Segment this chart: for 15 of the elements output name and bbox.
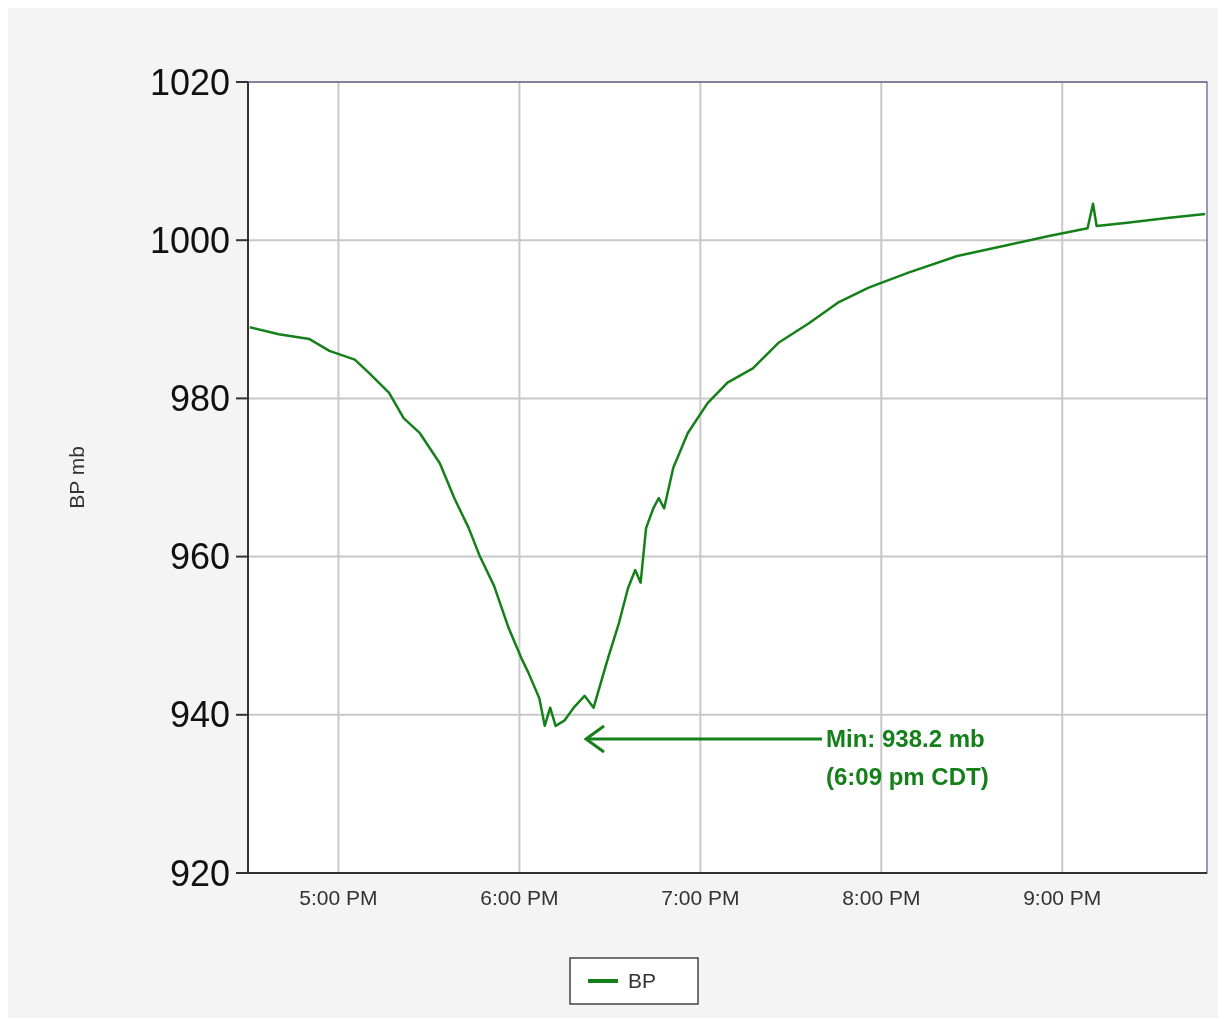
y-tick-label: 960 [169,536,230,578]
annotation: Min: 938.2 mb (6:09 pm CDT) [826,725,989,790]
y-tick-label: 980 [169,378,230,419]
x-tick-label: 9:00 PM [1023,886,1102,909]
y-axis-title: BP mb [65,446,88,509]
x-tick-label: 8:00 PM [842,886,921,909]
legend-label: BP [628,969,657,993]
line-series [248,202,1207,728]
y-tick-label: 1000 [149,219,230,261]
x-tick-label: 5:00 PM [299,886,378,909]
y-tick-label: 1020 [149,61,230,103]
x-tick-label: 6:00 PM [480,886,559,909]
y-tick-label: 920 [169,852,230,894]
y-tick-label: 940 [169,694,230,736]
x-tick-label: 7:00 PM [661,886,740,909]
